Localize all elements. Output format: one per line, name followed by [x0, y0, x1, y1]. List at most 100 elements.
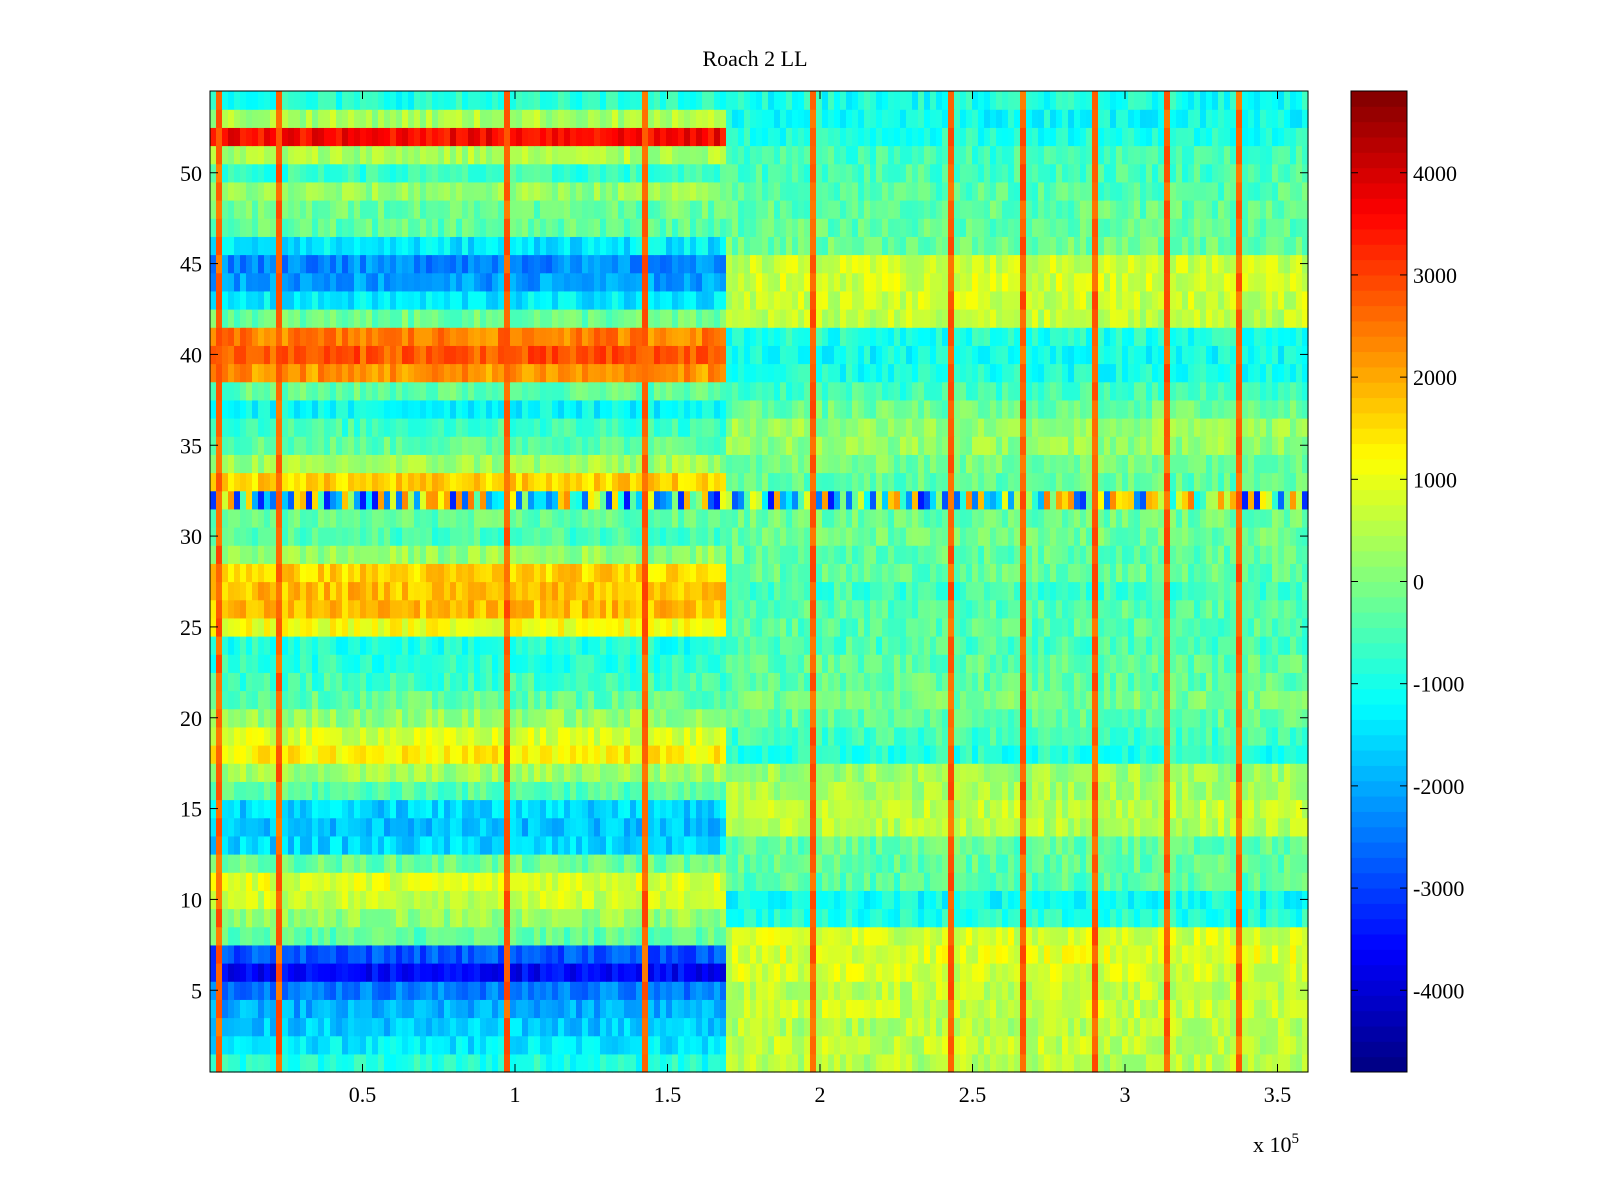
- heatmap-cell: [1158, 926, 1165, 946]
- heatmap-cell: [240, 563, 247, 583]
- heatmap-cell: [612, 944, 619, 964]
- heatmap-cell: [600, 908, 607, 928]
- heatmap-cell: [570, 781, 577, 801]
- heatmap-cell: [396, 1017, 403, 1037]
- heatmap-cell: [1272, 763, 1279, 782]
- heatmap-cell: [660, 1035, 667, 1055]
- heatmap-cell: [1290, 1035, 1297, 1055]
- heatmap-cell: [624, 1035, 631, 1055]
- heatmap-cell: [804, 745, 811, 764]
- heatmap-cell: [1248, 854, 1255, 873]
- heatmap-cell: [1188, 799, 1195, 819]
- heatmap-cell: [744, 1035, 751, 1055]
- heatmap-cell: [870, 599, 877, 619]
- heatmap-cell: [480, 981, 487, 1000]
- heatmap-cell: [984, 1035, 991, 1055]
- heatmap-cell: [504, 599, 511, 619]
- heatmap-cell: [456, 908, 463, 928]
- heatmap-cell: [558, 854, 565, 873]
- heatmap-cell: [696, 872, 703, 891]
- heatmap-cell: [846, 1035, 853, 1055]
- heatmap-cell: [960, 999, 967, 1019]
- heatmap-cell: [294, 999, 301, 1019]
- heatmap-cell: [240, 908, 247, 928]
- heatmap-cell: [510, 581, 517, 601]
- heatmap-cell: [528, 745, 535, 764]
- heatmap-cell: [534, 726, 541, 746]
- heatmap-cell: [870, 817, 877, 837]
- heatmap-cell: [402, 854, 409, 873]
- heatmap-cell: [642, 908, 649, 928]
- heatmap-cell: [528, 563, 535, 583]
- heatmap-cell: [1290, 763, 1297, 782]
- heatmap-cell: [576, 799, 583, 819]
- heatmap-cell: [900, 799, 907, 819]
- heatmap-cell: [354, 708, 361, 728]
- heatmap-cell: [846, 1053, 853, 1073]
- heatmap-cell: [966, 1017, 973, 1037]
- heatmap-cell: [768, 581, 775, 601]
- heatmap-cell: [396, 981, 403, 1000]
- heatmap-cell: [582, 835, 589, 855]
- heatmap-cell: [282, 999, 289, 1019]
- heatmap-cell: [828, 745, 835, 764]
- heatmap-cell: [330, 963, 337, 982]
- heatmap-cell: [1062, 999, 1069, 1019]
- heatmap-cell: [1044, 745, 1051, 764]
- heatmap-cell: [264, 944, 271, 964]
- heatmap-cell: [1140, 799, 1147, 819]
- heatmap-cell: [474, 944, 481, 964]
- heatmap-cell: [492, 817, 499, 837]
- heatmap-cell: [708, 981, 715, 1000]
- heatmap-cell: [330, 690, 337, 710]
- heatmap-cell: [618, 963, 625, 982]
- heatmap-cell: [1296, 872, 1303, 891]
- heatmap-cell: [438, 745, 445, 764]
- heatmap-cell: [732, 636, 739, 655]
- heatmap-cell: [1080, 999, 1087, 1019]
- heatmap-cell: [654, 599, 661, 619]
- heatmap-cell: [954, 890, 961, 910]
- heatmap-cell: [900, 708, 907, 728]
- heatmap-cell: [1224, 963, 1231, 982]
- heatmap-cell: [804, 799, 811, 819]
- heatmap-cell: [378, 763, 385, 782]
- heatmap-cell: [966, 963, 973, 982]
- heatmap-cell: [900, 981, 907, 1000]
- heatmap-cell: [924, 636, 931, 655]
- heatmap-cell: [936, 763, 943, 782]
- heatmap-cell: [594, 599, 601, 619]
- heatmap-cell: [288, 908, 295, 928]
- heatmap-cell: [564, 963, 571, 982]
- heatmap-cell: [1176, 617, 1183, 637]
- heatmap-cell: [360, 654, 367, 673]
- heatmap-cell: [240, 617, 247, 637]
- heatmap-cell: [264, 636, 271, 655]
- heatmap-cell: [870, 690, 877, 710]
- heatmap-cell: [1080, 835, 1087, 855]
- heatmap-cell: [384, 963, 391, 982]
- heatmap-cell: [528, 672, 535, 692]
- heatmap-cell: [528, 981, 535, 1000]
- heatmap-cell: [918, 1053, 925, 1073]
- heatmap-cell: [990, 963, 997, 982]
- heatmap-cell: [420, 672, 427, 692]
- heatmap-cell: [510, 781, 517, 801]
- heatmap-cell: [684, 726, 691, 746]
- heatmap-cell: [1116, 963, 1123, 982]
- heatmap-cell: [516, 981, 523, 1000]
- heatmap-cell: [816, 854, 823, 873]
- heatmap-cell: [324, 999, 331, 1019]
- heatmap-cell: [1014, 617, 1021, 637]
- heatmap-cell: [804, 690, 811, 710]
- heatmap-cell: [1218, 926, 1225, 946]
- heatmap-cell: [1038, 963, 1045, 982]
- heatmap-cell: [1188, 617, 1195, 637]
- heatmap-cell: [738, 672, 745, 692]
- heatmap-cell: [720, 726, 727, 746]
- heatmap-cell: [510, 563, 517, 583]
- heatmap-cell: [1038, 981, 1045, 1000]
- heatmap-cell: [252, 617, 259, 637]
- heatmap-cell: [930, 690, 937, 710]
- heatmap-cell: [1044, 672, 1051, 692]
